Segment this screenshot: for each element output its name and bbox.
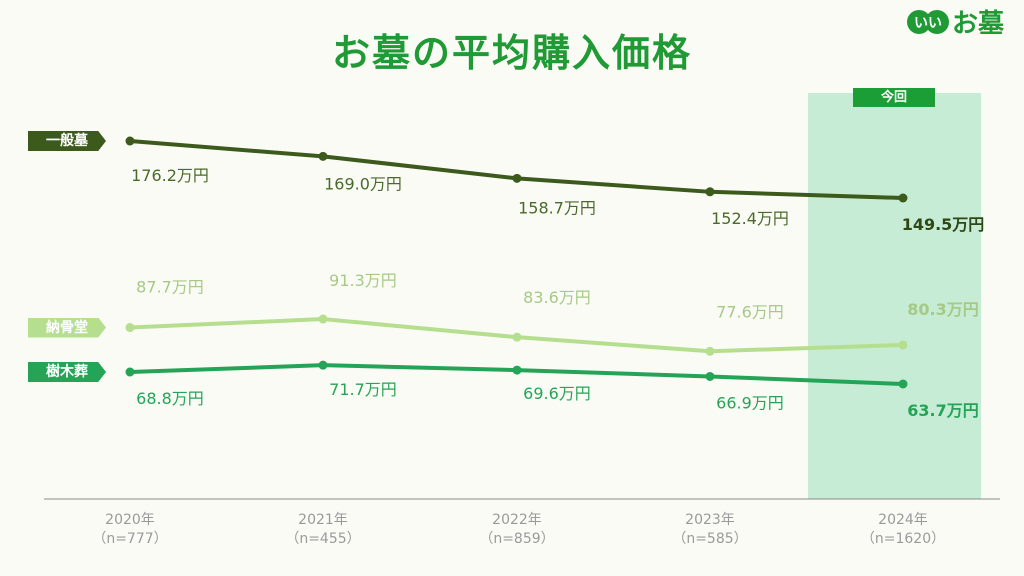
data-point-2-3: [705, 371, 715, 381]
brand-badge-text: いい: [914, 16, 942, 32]
data-label-1-3: 77.6万円: [716, 302, 784, 321]
data-point-0-2: [512, 173, 522, 183]
highlight-band: [808, 93, 981, 499]
data-point-2-0: [125, 367, 135, 377]
data-label-0-3: 152.4万円: [711, 209, 789, 228]
data-label-1-2: 83.6万円: [523, 288, 591, 307]
brand-badge-circle-left: [907, 10, 931, 34]
data-point-1-1: [318, 314, 328, 324]
data-label-2-1: 71.7万円: [329, 380, 397, 399]
series-tag-2: 樹木葬: [28, 362, 106, 382]
x-tick-label-0: 2020年 （n=777）: [70, 511, 190, 549]
x-tick-sample-size: （n=585）: [672, 531, 748, 547]
data-label-2-0: 68.8万円: [136, 389, 204, 408]
data-point-1-2: [512, 332, 522, 342]
data-label-2-2: 69.6万円: [523, 384, 591, 403]
brand-name: お墓: [952, 9, 1005, 39]
data-point-2-4: [898, 379, 908, 389]
x-tick-year: 2024年: [878, 512, 928, 528]
x-tick-sample-size: （n=455）: [285, 531, 361, 547]
x-tick-label-4: 2024年 （n=1620）: [843, 511, 963, 549]
x-tick-year: 2020年: [105, 512, 155, 528]
data-label-2-3: 66.9万円: [716, 393, 784, 412]
x-tick-year: 2022年: [492, 512, 542, 528]
x-tick-sample-size: （n=859）: [479, 531, 555, 547]
x-tick-year: 2023年: [685, 512, 735, 528]
data-label-0-1: 169.0万円: [324, 174, 402, 193]
data-point-0-4: [898, 193, 908, 203]
data-point-1-3: [705, 346, 715, 356]
series-tag-0: 一般墓: [28, 131, 106, 151]
data-label-1-1: 91.3万円: [329, 271, 397, 290]
chart-title: お墓の平均購入価格: [331, 31, 692, 75]
data-point-0-3: [705, 187, 715, 197]
data-label-1-4: 80.3万円: [907, 300, 978, 319]
x-tick-sample-size: （n=777）: [92, 531, 168, 547]
x-tick-label-1: 2021年 （n=455）: [263, 511, 383, 549]
x-tick-year: 2021年: [298, 512, 348, 528]
x-tick-label-3: 2023年 （n=585）: [650, 511, 770, 549]
data-label-1-0: 87.7万円: [136, 278, 204, 297]
data-label-2-4: 63.7万円: [907, 401, 978, 420]
data-label-0-0: 176.2万円: [131, 166, 209, 185]
data-point-1-4: [898, 340, 908, 350]
highlight-badge: 今回: [853, 88, 935, 107]
brand-badge-circle-right: [925, 10, 949, 34]
data-point-0-1: [318, 151, 328, 161]
data-label-0-4: 149.5万円: [902, 215, 985, 234]
data-label-0-2: 158.7万円: [518, 198, 596, 217]
data-point-2-2: [512, 365, 522, 375]
x-tick-sample-size: （n=1620）: [860, 531, 946, 547]
x-tick-label-2: 2022年 （n=859）: [457, 511, 577, 549]
data-point-2-1: [318, 360, 328, 370]
data-point-0-0: [125, 136, 135, 146]
brand-logo: いい お墓: [907, 9, 1005, 39]
data-point-1-0: [125, 323, 135, 333]
series-line-0: [128, 139, 905, 200]
series-tag-1: 納骨堂: [28, 317, 106, 338]
